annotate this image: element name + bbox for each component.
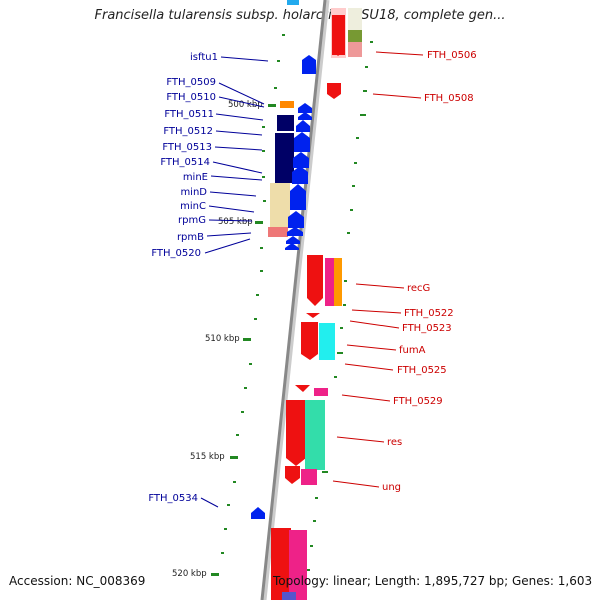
gene-fth0509-arrow — [280, 101, 294, 108]
gene-fth0508-arrow — [327, 83, 341, 99]
gene-rpmb-arrow — [268, 227, 288, 237]
genome-summary-text: Topology: linear; Length: 1,895,727 bp; … — [273, 574, 593, 588]
gene-res-arrow — [286, 400, 306, 466]
gene-label-fth0534[interactable]: FTH_0534 — [148, 493, 198, 504]
left-leader-lines — [200, 56, 269, 508]
accession-text: Accession: NC_008369 — [9, 574, 146, 588]
gene-label-fth0529[interactable]: FTH_0529 — [393, 396, 443, 407]
gene-label-fth0514[interactable]: FTH_0514 — [160, 157, 210, 168]
gene-label-fth0513[interactable]: FTH_0513 — [162, 142, 212, 153]
genome-axis-shadow — [261, 0, 330, 600]
gene-fuma-arrow — [301, 322, 318, 360]
scale-markers: 500 kbp 505 kbp 510 kbp 515 kbp 520 kbp — [172, 100, 276, 579]
right-gene-labels: FTH_0506 FTH_0508 recG FTH_0522 FTH_0523… — [382, 50, 477, 493]
scale-510kbp: 510 kbp — [205, 334, 240, 344]
gene-fth0512-arrow — [275, 133, 294, 183]
gene-fth0511-arrow — [277, 115, 294, 131]
gene-label-recg[interactable]: recG — [407, 283, 430, 294]
scale-505kbp: 505 kbp — [218, 217, 253, 227]
gene-label-fth0512[interactable]: FTH_0512 — [163, 126, 213, 137]
scale-500kbp: 500 kbp — [228, 100, 263, 110]
gene-recg-arrow — [307, 255, 323, 306]
gene-label-fuma[interactable]: fumA — [399, 345, 426, 356]
gene-label-fth0508[interactable]: FTH_0508 — [424, 93, 474, 104]
gene-label-fth0522[interactable]: FTH_0522 — [404, 308, 454, 319]
tick-marks — [221, 34, 373, 571]
scale-515kbp: 515 kbp — [190, 452, 225, 462]
right-strand-features — [271, 8, 362, 600]
gene-label-fth0520[interactable]: FTH_0520 — [151, 248, 201, 259]
gene-label-fth0511[interactable]: FTH_0511 — [164, 109, 214, 120]
genome-axis — [260, 0, 327, 600]
gene-label-mind[interactable]: minD — [180, 187, 207, 198]
gene-label-fth0523[interactable]: FTH_0523 — [402, 323, 452, 334]
left-gene-labels: isftu1 FTH_0509 FTH_0510 FTH_0511 FTH_05… — [148, 52, 218, 504]
gene-label-fth0510[interactable]: FTH_0510 — [166, 92, 216, 103]
right-leader-lines — [332, 51, 424, 488]
gene-label-ung[interactable]: ung — [382, 482, 401, 493]
gene-label-minc[interactable]: minC — [180, 201, 206, 212]
map-title: Francisella tularensis subsp. holarctica… — [94, 8, 506, 23]
gene-label-rpmg[interactable]: rpmG — [178, 215, 206, 226]
gene-label-fth0506[interactable]: FTH_0506 — [427, 50, 477, 61]
gene-isftu1-arrow — [302, 55, 316, 74]
scale-520kbp: 520 kbp — [172, 569, 207, 579]
gene-label-rpmb[interactable]: rpmB — [177, 232, 204, 243]
gene-mind-arrow — [270, 183, 290, 227]
gene-label-fth0525[interactable]: FTH_0525 — [397, 365, 447, 376]
left-strand-features — [251, 0, 316, 519]
gene-label-isftu1[interactable]: isftu1 — [190, 52, 218, 63]
gene-label-mine[interactable]: minE — [183, 172, 208, 183]
gene-label-fth0509[interactable]: FTH_0509 — [166, 77, 216, 88]
gene-fth0534-arrow — [251, 507, 265, 519]
gene-label-res[interactable]: res — [387, 437, 402, 448]
